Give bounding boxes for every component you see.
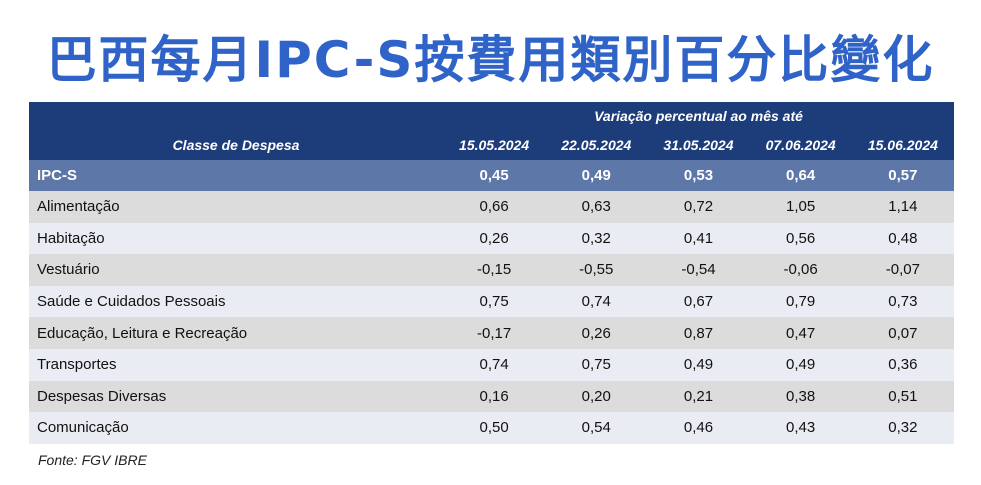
table-cell: 0,72: [647, 191, 750, 223]
table-cell: 0,46: [647, 412, 750, 444]
table-cell: -0,06: [749, 254, 852, 286]
table-cell: 0,87: [647, 317, 750, 349]
table-cell: 0,50: [443, 412, 546, 444]
column-header: 22.05.2024: [545, 129, 648, 160]
total-cell: 0,49: [545, 160, 648, 191]
table-cell: 0,47: [749, 317, 852, 349]
table-cell: -0,17: [443, 317, 546, 349]
row-label: Despesas Diversas: [29, 380, 443, 413]
table-cell: -0,55: [545, 254, 648, 286]
total-row-label: IPC-S: [29, 160, 443, 191]
table-cell: 0,51: [851, 380, 954, 413]
table-cell: 0,75: [443, 285, 546, 318]
total-cell: 0,64: [749, 160, 852, 191]
column-header: 15.06.2024: [851, 129, 954, 160]
table-row: Habitação 0,26 0,32 0,41 0,56 0,48: [29, 222, 954, 255]
table-cell: 0,67: [647, 285, 750, 318]
table-cell: 0,54: [545, 412, 648, 444]
table-row: Alimentação 0,66 0,63 0,72 1,05 1,14: [29, 191, 954, 223]
table-row: Saúde e Cuidados Pessoais 0,75 0,74 0,67 0,7…: [29, 285, 954, 318]
table-cell: 1,05: [749, 191, 852, 223]
table-cell: -0,15: [443, 254, 546, 286]
table-cell: 0,49: [749, 348, 852, 381]
table-cell: 0,07: [851, 317, 954, 349]
table-row: Vestuário -0,15 -0,55 -0,54 -0,06 -0,07: [29, 254, 954, 286]
row-header: Classe de Despesa: [29, 129, 443, 160]
table-cell: 0,66: [443, 191, 546, 223]
total-cell: 0,53: [647, 160, 750, 191]
row-label: Comunicação: [29, 412, 443, 444]
row-label: Alimentação: [29, 191, 443, 223]
table-row: Despesas Diversas 0,16 0,20 0,21 0,38 0,51: [29, 380, 954, 413]
column-header: 07.06.2024: [749, 129, 852, 160]
column-header: 31.05.2024: [647, 129, 750, 160]
table-cell: -0,07: [851, 254, 954, 286]
table-row: Transportes 0,74 0,75 0,49 0,49 0,36: [29, 348, 954, 381]
data-table: Variação percentual ao mês até Classe de…: [29, 102, 954, 444]
total-cell: 0,57: [851, 160, 954, 191]
super-header: Variação percentual ao mês até: [443, 102, 954, 129]
table-cell: 0,73: [851, 285, 954, 318]
column-header-row: Classe de Despesa 15.05.2024 22.05.2024 …: [29, 129, 954, 160]
table-cell: 0,36: [851, 348, 954, 381]
table-cell: 0,74: [545, 285, 648, 318]
table-row: Educação, Leitura e Recreação -0,17 0,26 0,…: [29, 317, 954, 349]
row-label: Educação, Leitura e Recreação: [29, 317, 443, 349]
table-cell: 0,21: [647, 380, 750, 413]
row-label: Vestuário: [29, 254, 443, 286]
column-header: 15.05.2024: [443, 129, 546, 160]
super-header-row: Variação percentual ao mês até: [29, 102, 954, 129]
source-note: Fonte: FGV IBRE: [38, 452, 147, 468]
row-label: Transportes: [29, 348, 443, 381]
table-cell: 0,49: [647, 348, 750, 381]
total-cell: 0,45: [443, 160, 546, 191]
table-row: Comunicação 0,50 0,54 0,46 0,43 0,32: [29, 412, 954, 444]
table-cell: 0,32: [851, 412, 954, 444]
table-cell: 0,75: [545, 348, 648, 381]
table-cell: 0,79: [749, 285, 852, 318]
table-cell: 0,43: [749, 412, 852, 444]
super-header-spacer: [29, 102, 443, 129]
table-cell: 0,26: [443, 222, 546, 255]
row-label: Saúde e Cuidados Pessoais: [29, 285, 443, 318]
table-cell: 0,41: [647, 222, 750, 255]
data-table-container: Variação percentual ao mês até Classe de…: [29, 102, 954, 444]
table-cell: -0,54: [647, 254, 750, 286]
table-cell: 0,56: [749, 222, 852, 255]
table-cell: 0,74: [443, 348, 546, 381]
total-row: IPC-S 0,45 0,49 0,53 0,64 0,57: [29, 160, 954, 191]
table-cell: 0,32: [545, 222, 648, 255]
table-cell: 0,26: [545, 317, 648, 349]
row-label: Habitação: [29, 222, 443, 255]
table-cell: 0,20: [545, 380, 648, 413]
chart-title: 巴西每月IPC-S按費用類別百分比變化: [46, 31, 935, 89]
table-cell: 0,48: [851, 222, 954, 255]
table-cell: 1,14: [851, 191, 954, 223]
table-cell: 0,16: [443, 380, 546, 413]
table-cell: 0,38: [749, 380, 852, 413]
table-cell: 0,63: [545, 191, 648, 223]
